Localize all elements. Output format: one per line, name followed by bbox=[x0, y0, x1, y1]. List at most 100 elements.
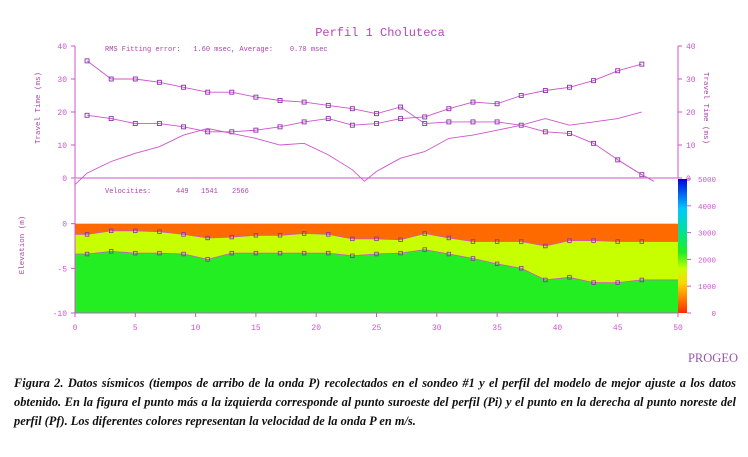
interface-2-node bbox=[108, 249, 114, 254]
tt-data-point bbox=[205, 89, 211, 95]
vm-x-tick-label: 20 bbox=[311, 324, 321, 333]
tt-data-point bbox=[325, 102, 331, 108]
interface-1-node bbox=[205, 235, 210, 241]
interface-1-node bbox=[374, 236, 379, 242]
tt-data-point bbox=[132, 121, 138, 127]
rms-annotation: RMS Fitting error: 1.60 msec, Average: 0… bbox=[105, 46, 328, 54]
tt-data-point bbox=[181, 124, 186, 130]
interface-2-node bbox=[229, 250, 234, 256]
right-ylabel: Travel Time (ms) bbox=[701, 72, 709, 144]
interface-2-node bbox=[133, 250, 138, 256]
interface-1-node bbox=[446, 235, 452, 241]
interface-1-node bbox=[277, 233, 283, 238]
tt-data-point bbox=[470, 99, 476, 105]
interface-1-node bbox=[398, 237, 403, 242]
tt-data-point bbox=[567, 84, 572, 90]
tt-data-point bbox=[542, 88, 548, 94]
tt-data-point bbox=[374, 121, 379, 127]
tt-data-point bbox=[229, 89, 235, 95]
vm-x-tick-label: 30 bbox=[432, 324, 442, 333]
progeo-watermark: PROGEO bbox=[688, 351, 738, 365]
interface-2-node bbox=[374, 251, 379, 257]
tt-left-tick-label: 0 bbox=[62, 175, 67, 184]
tt-data-point bbox=[349, 106, 355, 112]
velocity-value-2: 1541 bbox=[201, 188, 218, 196]
vm-x-tick-label: 50 bbox=[673, 324, 683, 333]
elevation-ylabel: Elevation (m) bbox=[19, 216, 27, 275]
chart-title: Perfil 1 Choluteca bbox=[315, 26, 445, 40]
tt-data-point bbox=[615, 68, 621, 74]
vm-x-tick-label: 25 bbox=[372, 324, 382, 333]
tt-data-point bbox=[374, 111, 379, 117]
interface-1-node bbox=[253, 233, 259, 238]
interface-1-node bbox=[494, 239, 500, 244]
tt-left-tick-label: 30 bbox=[57, 76, 67, 85]
tt-data-point bbox=[639, 172, 645, 178]
vm-x-tick-label: 5 bbox=[133, 324, 138, 333]
interface-2-node bbox=[398, 250, 403, 256]
vm-x-tick-label: 10 bbox=[191, 324, 201, 333]
layer-3-velocity-2566 bbox=[75, 249, 678, 313]
interface-2-node bbox=[446, 251, 452, 257]
vm-y-tick-label: -5 bbox=[57, 265, 67, 274]
tt-series-line bbox=[86, 60, 643, 176]
vm-y-tick-label: 0 bbox=[62, 221, 67, 230]
tt-data-point bbox=[470, 119, 476, 125]
interface-1-node bbox=[543, 243, 548, 249]
interface-1-node bbox=[350, 236, 355, 242]
tt-data-point bbox=[422, 121, 428, 127]
tt-right-tick-label: 40 bbox=[686, 43, 696, 52]
interface-1-node bbox=[470, 239, 476, 244]
vm-x-tick-label: 15 bbox=[251, 324, 261, 333]
tt-data-point bbox=[494, 119, 500, 125]
tt-series-line bbox=[617, 159, 655, 182]
colorbar-ticks: 0 1000 2000 3000 4000 5000 bbox=[687, 177, 716, 319]
figure-caption: Figura 2. Datos sísmicos (tiempos de arr… bbox=[14, 374, 736, 431]
tt-data-point bbox=[446, 106, 452, 112]
tt-data-point bbox=[349, 122, 355, 128]
interface-1-node bbox=[615, 239, 620, 244]
left-ylabel: Travel Time (ms) bbox=[35, 72, 43, 144]
colorbar-tick-label: 4000 bbox=[698, 204, 717, 212]
vm-x-tick-label: 40 bbox=[553, 324, 563, 333]
interface-2-node bbox=[567, 275, 572, 280]
interface-2-node bbox=[470, 256, 476, 261]
tt-data-point bbox=[84, 58, 90, 64]
caption-text: Datos sísmicos (tiempos de arribo de la … bbox=[14, 376, 737, 428]
tt-data-point bbox=[277, 124, 283, 130]
caption-lead: Figura 2. bbox=[14, 376, 64, 390]
colorbar-tick-label: 1000 bbox=[698, 284, 717, 292]
colorbar-tick-label: 0 bbox=[711, 311, 716, 319]
vm-x-tick-label: 45 bbox=[613, 324, 623, 333]
tt-data-point bbox=[156, 79, 162, 85]
tt-left-tick-label: 20 bbox=[57, 109, 67, 118]
interface-1-node bbox=[301, 231, 307, 236]
interface-1-node bbox=[108, 228, 114, 234]
tt-data-point bbox=[639, 61, 645, 67]
interface-1-line bbox=[75, 230, 678, 247]
tt-data-point bbox=[591, 140, 597, 146]
tt-series-line bbox=[87, 63, 642, 133]
interface-2-node bbox=[326, 250, 331, 256]
interface-2-node bbox=[639, 277, 645, 283]
interface-2-node bbox=[157, 250, 162, 256]
tt-data-point bbox=[108, 116, 114, 122]
colorbar-tick-label: 2000 bbox=[698, 257, 717, 265]
interface-1-node bbox=[181, 232, 186, 237]
tt-data-point bbox=[108, 76, 114, 82]
travel-time-series bbox=[74, 58, 655, 185]
interface-2-node bbox=[519, 266, 524, 271]
tt-data-point bbox=[325, 116, 331, 122]
interface-1-node bbox=[326, 232, 331, 237]
interface-1-node bbox=[84, 232, 90, 237]
velocities-label: Velocities: bbox=[105, 188, 151, 196]
tt-data-point bbox=[542, 129, 548, 135]
tt-data-point bbox=[156, 121, 162, 127]
interface-1-node bbox=[157, 229, 162, 234]
interface-1-node bbox=[591, 238, 596, 243]
interface-1-node bbox=[422, 231, 427, 236]
tt-data-point bbox=[518, 93, 524, 98]
velocity-model-axes: -10 -5 0 0 5 10 15 20 25 30 35 40 45 50 bbox=[53, 221, 683, 333]
tt-data-point bbox=[253, 127, 259, 133]
tt-data-point bbox=[494, 101, 500, 107]
